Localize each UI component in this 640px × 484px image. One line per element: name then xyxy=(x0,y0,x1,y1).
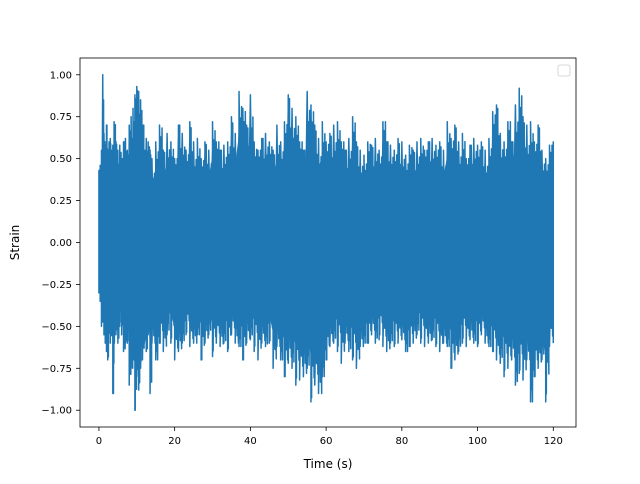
x-tick-label: 40 xyxy=(244,436,257,447)
legend-box xyxy=(557,64,571,77)
y-axis-label: Strain xyxy=(8,225,22,261)
x-axis-label: Time (s) xyxy=(303,457,353,471)
y-tick-label: 0.50 xyxy=(50,154,72,165)
series-layer xyxy=(98,74,555,411)
x-tick-label: 0 xyxy=(96,436,102,447)
x-tick-label: 80 xyxy=(395,436,408,447)
x-axis-ticks: 0 20 40 60 80 100 120 xyxy=(96,427,563,447)
x-tick-label: 60 xyxy=(320,436,333,447)
series-core-band-0 xyxy=(98,121,554,364)
x-tick-label: 100 xyxy=(468,436,487,447)
y-tick-label: −0.75 xyxy=(41,364,72,375)
y-tick-label: −1.00 xyxy=(41,406,72,417)
y-tick-label: −0.50 xyxy=(41,322,72,333)
x-tick-label: 120 xyxy=(544,436,563,447)
y-axis-ticks: −1.00 −0.75 −0.50 −0.25 0.00 0.25 0.50 0.75 1.00 xyxy=(41,70,80,417)
y-tick-label: 0.75 xyxy=(50,112,72,123)
y-tick-label: 0.25 xyxy=(50,196,72,207)
y-tick-label: −0.25 xyxy=(41,280,72,291)
y-tick-label: 0.00 xyxy=(50,238,72,249)
y-tick-label: 1.00 xyxy=(50,70,72,81)
x-tick-label: 20 xyxy=(168,436,181,447)
